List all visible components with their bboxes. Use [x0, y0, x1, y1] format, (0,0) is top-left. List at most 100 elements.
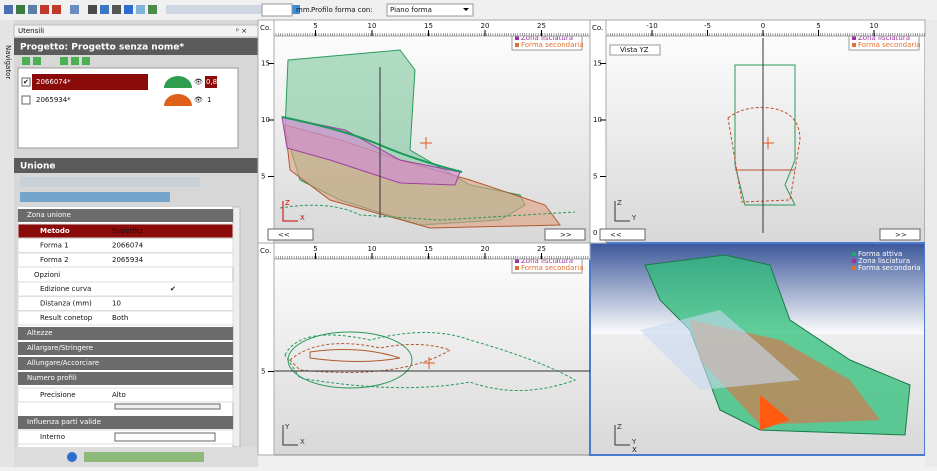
- axis-indicator: [282, 201, 298, 222]
- section-header[interactable]: [18, 372, 233, 385]
- property-label: Distanza (mm): [40, 300, 92, 308]
- project-icons: [22, 57, 90, 65]
- spin-box[interactable]: [261, 3, 293, 17]
- legend-swatch: [852, 43, 856, 47]
- viewport-top[interactable]: [257, 242, 591, 456]
- nav-next-label: >>: [895, 231, 907, 239]
- checkbox[interactable]: ✔: [170, 285, 176, 293]
- property-value: Both: [112, 314, 128, 322]
- axis-label-h: X: [300, 214, 305, 222]
- section-header[interactable]: [18, 327, 233, 340]
- legend-swatch: [852, 252, 856, 256]
- ruler-label: 0: [761, 22, 765, 30]
- legend-label: Zona lisciatura: [521, 34, 573, 42]
- ruler-label: 10: [870, 22, 879, 30]
- toolbar-icons: [4, 5, 300, 14]
- axis-label-v: Z: [285, 199, 290, 207]
- nav-next[interactable]: [879, 228, 921, 241]
- legend-label: Zona lisciatura: [858, 34, 910, 42]
- ruler-label: 5: [593, 173, 597, 181]
- section-label: Altezze: [27, 329, 52, 337]
- ruler-label: 5: [313, 22, 317, 30]
- precision-slider[interactable]: [114, 403, 221, 410]
- legend-label: Forma secondaria: [858, 264, 921, 272]
- property-label: Forma 1: [40, 242, 69, 250]
- navigator-strip: [0, 20, 14, 467]
- corner-label: Co.: [592, 24, 603, 32]
- bottom-icons: [67, 452, 204, 462]
- panel-controls[interactable]: ᵖ ×: [236, 27, 247, 35]
- legend-swatch: [515, 266, 519, 270]
- top-shapes: [268, 331, 590, 392]
- property-value: 10: [112, 300, 121, 308]
- eye: 👁: [194, 96, 203, 104]
- property-rows: Zona unione Metodo Superfici Forma 1 2066074…: [17, 209, 234, 445]
- legend-label: Forma secondaria: [521, 41, 584, 49]
- profile-dropdown[interactable]: [386, 3, 474, 17]
- ruler-label: -10: [646, 22, 657, 30]
- view-label: Vista YZ: [620, 46, 649, 54]
- property-value: 2065934: [112, 256, 144, 264]
- union-icons: [20, 177, 200, 202]
- ruler-label: 15: [424, 245, 433, 253]
- shape-icon: [164, 94, 192, 106]
- ruler-label: 5: [313, 245, 317, 253]
- axis-label-v: Z: [617, 423, 622, 431]
- ruler-label: 10: [368, 245, 377, 253]
- nav-prev[interactable]: [267, 228, 314, 241]
- ruler-left: [257, 19, 275, 244]
- ruler-label: 20: [481, 22, 490, 30]
- nav-next-label: >>: [560, 231, 572, 239]
- section-label: Numero profili: [27, 374, 77, 382]
- property-label: Interno: [40, 433, 65, 441]
- tools-title: Utensili: [18, 27, 44, 35]
- shoe-3d: [640, 254, 911, 436]
- ruler-label: 10: [368, 22, 377, 30]
- side-shapes: [279, 49, 576, 229]
- legend-label: Zona lisciatura: [858, 257, 910, 265]
- ruler-label: 5: [261, 173, 265, 181]
- tools-title-bar: [13, 24, 259, 38]
- ruler-label: -5: [704, 22, 711, 30]
- property-row[interactable]: [17, 310, 234, 326]
- shape-name: 2066074*: [36, 78, 71, 86]
- axis-label-h: Y: [631, 214, 637, 222]
- nav-next[interactable]: [544, 228, 586, 241]
- ruler-label: 0: [593, 229, 597, 237]
- axis-label-v: Y: [284, 423, 290, 431]
- influence-slider[interactable]: [114, 432, 216, 442]
- section-header[interactable]: [18, 416, 233, 429]
- axis-label-h: X: [300, 438, 305, 446]
- legend-label: Zona lisciatura: [521, 257, 573, 265]
- section-header[interactable]: [18, 357, 233, 370]
- property-label: Edizione curva: [40, 285, 91, 293]
- section-header[interactable]: [18, 209, 233, 222]
- property-label: Forma 2: [40, 256, 69, 264]
- unit-label: mm.: [296, 6, 312, 14]
- ruler-label: 5: [261, 368, 265, 376]
- ruler-label: 10: [593, 116, 602, 124]
- property-label: Result conetop: [40, 314, 93, 322]
- property-row[interactable]: [17, 252, 234, 268]
- project-title: Progetto: Progetto senza nome*: [20, 43, 184, 53]
- legend-label: Forma attiva: [858, 250, 902, 258]
- view-box: [609, 44, 661, 56]
- axis-label-h: Y: [631, 438, 637, 446]
- section-label: Influenza parti valide: [27, 418, 101, 426]
- shape-icon: [164, 76, 192, 88]
- legend-label: Forma secondaria: [521, 264, 584, 272]
- legend-swatch: [515, 259, 519, 263]
- legend-swatch: [852, 36, 856, 40]
- axis-indicator: [614, 201, 630, 222]
- ruler-label: 5: [816, 22, 820, 30]
- shape-opacity: 1: [207, 96, 211, 104]
- axis-label-v: Z: [617, 199, 622, 207]
- ruler-label: 25: [537, 245, 546, 253]
- profile-label: Profilo forma con:: [311, 6, 373, 14]
- nav-prev[interactable]: [599, 228, 646, 241]
- project-header: [14, 38, 258, 55]
- navigator-tab[interactable]: Navigator: [4, 45, 12, 79]
- property-row[interactable]: [17, 387, 234, 403]
- shape-row-selected[interactable]: [32, 74, 148, 90]
- section-header[interactable]: [18, 342, 233, 355]
